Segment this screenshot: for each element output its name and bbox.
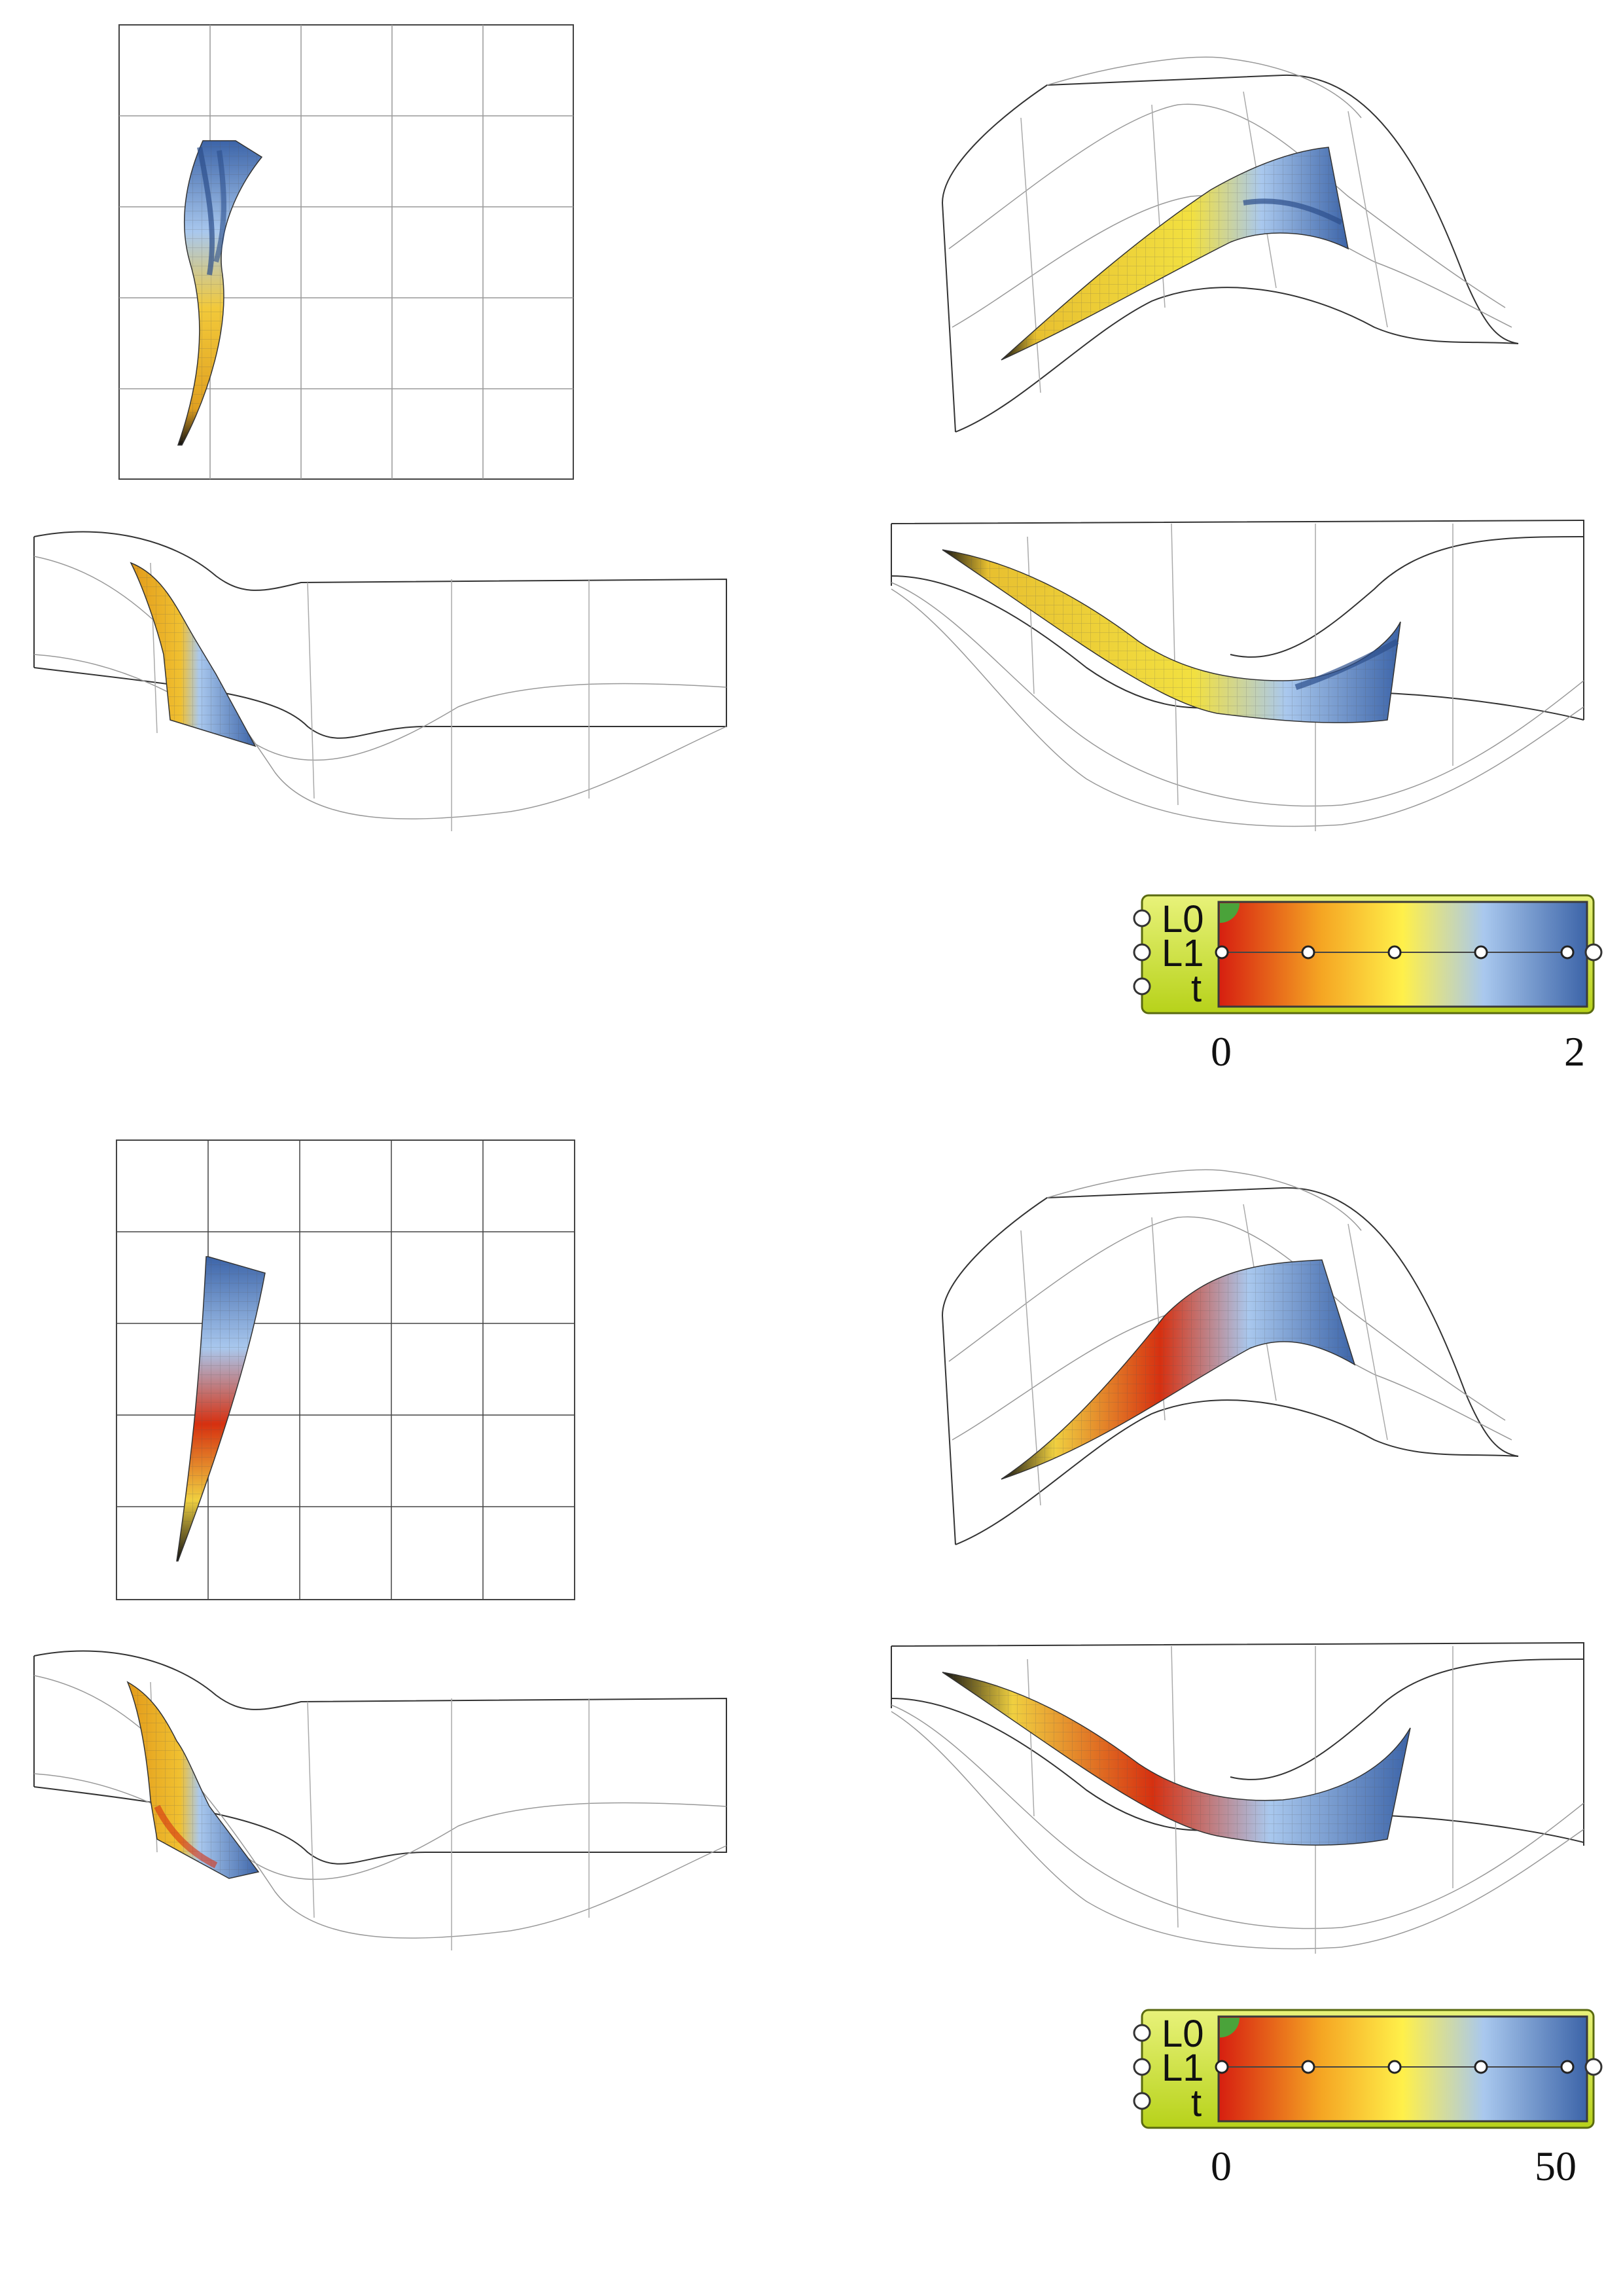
input-port-l0[interactable] bbox=[1133, 909, 1151, 927]
legend-min-label: 0 bbox=[1211, 2143, 1232, 2189]
front-view-2 bbox=[33, 1650, 727, 1950]
perspective-view-1 bbox=[942, 56, 1519, 433]
input-label-l0: L0 bbox=[1162, 898, 1204, 941]
legend-min-label: 0 bbox=[1211, 1028, 1232, 1075]
legend-max-label: 2 bbox=[1564, 1028, 1585, 1075]
gradient-grips[interactable] bbox=[1215, 945, 1575, 960]
legend-max-label: 50 bbox=[1535, 2143, 1577, 2189]
gradient-legend-2[interactable]: L0 L1 t 0 50 bbox=[1133, 2009, 1603, 2189]
input-label-l1: L1 bbox=[1162, 932, 1204, 975]
perspective-view-2 bbox=[942, 1169, 1519, 1545]
input-port-t[interactable] bbox=[1133, 977, 1151, 996]
output-port[interactable] bbox=[1584, 2058, 1603, 2076]
input-port-l1[interactable] bbox=[1133, 2058, 1151, 2076]
gradient-legend-1[interactable]: L0 L1 t 0 2 bbox=[1133, 894, 1603, 1075]
gradient-grips[interactable] bbox=[1215, 2060, 1575, 2074]
front-view-1 bbox=[33, 531, 727, 831]
top-view-2 bbox=[116, 1139, 575, 1600]
input-label-t: t bbox=[1191, 967, 1202, 1010]
input-port-l0[interactable] bbox=[1133, 2024, 1151, 2042]
input-port-t[interactable] bbox=[1133, 2092, 1151, 2110]
side-view-1 bbox=[891, 519, 1584, 831]
side-view-2 bbox=[891, 1641, 1584, 1954]
input-label-l0: L0 bbox=[1162, 2013, 1204, 2055]
top-view-1 bbox=[118, 24, 574, 480]
input-label-t: t bbox=[1191, 2082, 1202, 2125]
input-port-l1[interactable] bbox=[1133, 943, 1151, 961]
input-label-l1: L1 bbox=[1162, 2047, 1204, 2089]
output-port[interactable] bbox=[1584, 943, 1603, 961]
